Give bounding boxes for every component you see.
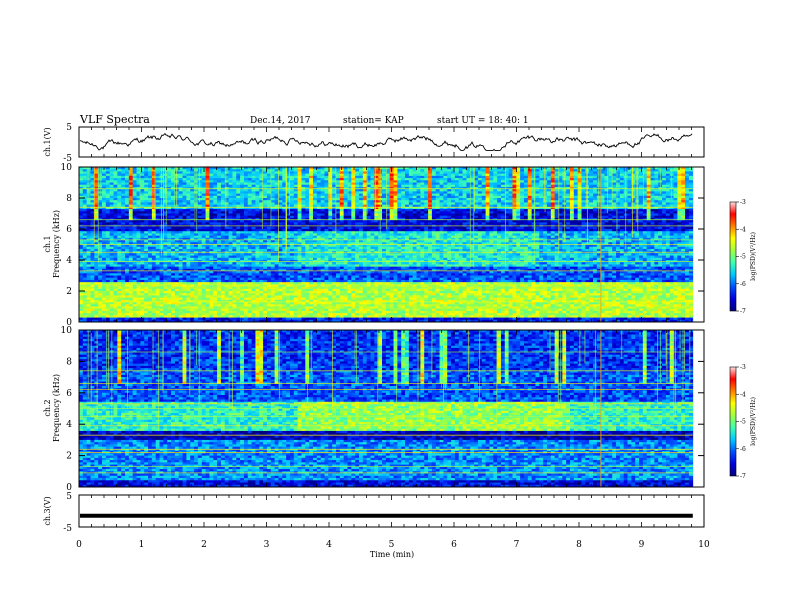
ch2-spectrogram-panel: 0 2 4 6 8 10 ch.2 Frequency (kHz) xyxy=(43,326,705,493)
xtick-label: 5 xyxy=(389,540,395,550)
xtick-label: 3 xyxy=(264,540,270,550)
ytick-label: 0 xyxy=(66,318,72,328)
date-label: Dec.14, 2017 xyxy=(250,116,311,126)
ch1-waveform-line xyxy=(79,132,693,151)
colorbar-tick: -6 xyxy=(740,446,746,453)
station-label: station= KAP xyxy=(343,116,404,126)
ch3-waveform-panel: 5 -5 ch.3(V) xyxy=(43,492,705,534)
ytick-label: 8 xyxy=(66,194,72,204)
xtick-label: 0 xyxy=(76,540,82,550)
ytick-label: 10 xyxy=(61,163,73,173)
colorbar-tick: -7 xyxy=(740,308,746,315)
ch1-spectrogram-image xyxy=(79,167,704,322)
xtick-label: 6 xyxy=(451,540,457,550)
colorbar-tick: -3 xyxy=(740,364,746,371)
colorbar-label: log(PSD)(V²/Hz) xyxy=(750,232,757,281)
ytick-label: 6 xyxy=(66,225,72,235)
ch1-ylabel: ch.1(V) xyxy=(43,127,52,156)
colorbar-tick: -7 xyxy=(740,473,746,480)
xtick-label: 1 xyxy=(139,540,145,550)
colorbar-bar xyxy=(729,201,737,312)
ytick-label: 2 xyxy=(66,452,72,462)
ch1-colorbar: -3 -4 -5 -6 -7 log(PSD)(V²/Hz) xyxy=(729,199,757,315)
ytick-label: 4 xyxy=(66,420,72,430)
ch2-spec-ylabel-bottom: Frequency (kHz) xyxy=(52,374,61,442)
colorbar-tick: -6 xyxy=(740,281,746,288)
x-axis-label: Time (min) xyxy=(370,550,414,559)
ch3-ylabel: ch.3(V) xyxy=(43,496,52,525)
xtick-label: 10 xyxy=(698,540,710,550)
xtick-label: 9 xyxy=(639,540,645,550)
ytick-label: 0 xyxy=(66,483,72,493)
ch1-ytick-bottom: -5 xyxy=(63,154,72,164)
ch2-colorbar: -3 -4 -5 -6 -7 log(PSD)(V²/Hz) xyxy=(729,364,757,480)
colorbar-tick: -4 xyxy=(740,391,746,398)
colorbar-tick: -5 xyxy=(740,254,746,261)
ytick-label: 10 xyxy=(61,326,73,336)
ch1-ytick-top: 5 xyxy=(66,123,72,133)
xtick-label: 8 xyxy=(576,540,582,550)
ytick-label: 6 xyxy=(66,389,72,399)
ytick-label: 4 xyxy=(66,256,72,266)
ytick-label: 8 xyxy=(66,357,72,367)
colorbar-tick: -3 xyxy=(740,199,746,206)
ch1-spec-ylabel-bottom: Frequency (kHz) xyxy=(52,210,61,278)
ch1-waveform-panel: 5 -5 ch.1(V) xyxy=(43,123,705,164)
ch1-yticks: 0 2 4 6 8 10 xyxy=(61,163,704,328)
colorbar-tick: -5 xyxy=(740,419,746,426)
ch2-spectrogram-image xyxy=(79,330,704,487)
xtick-label: 7 xyxy=(514,540,520,550)
ch3-ytick-top: 5 xyxy=(66,492,72,502)
colorbar-label: log(PSD)(V²/Hz) xyxy=(750,397,757,446)
xtick-label: 2 xyxy=(201,540,207,550)
ch3-ytick-bottom: -5 xyxy=(63,524,72,534)
ch2-spec-ylabel-top: ch.2 xyxy=(43,399,52,416)
colorbar-bar xyxy=(729,366,737,477)
colorbar-tick: -4 xyxy=(740,226,746,233)
xtick-label: 4 xyxy=(326,540,332,550)
ch2-yticks: 0 2 4 6 8 10 xyxy=(61,326,704,493)
start-time-label: start UT = 18: 40: 1 xyxy=(437,116,529,126)
ytick-label: 2 xyxy=(66,287,72,297)
ch1-spectrogram-panel: 0 2 4 6 8 10 ch.1 Frequency (kHz) xyxy=(43,163,705,328)
figure-title: VLF Spectra xyxy=(79,113,150,126)
ch1-spec-ylabel-top: ch.1 xyxy=(43,235,52,252)
x-ticks: 0 1 2 3 4 5 6 7 8 9 10 xyxy=(76,127,710,550)
